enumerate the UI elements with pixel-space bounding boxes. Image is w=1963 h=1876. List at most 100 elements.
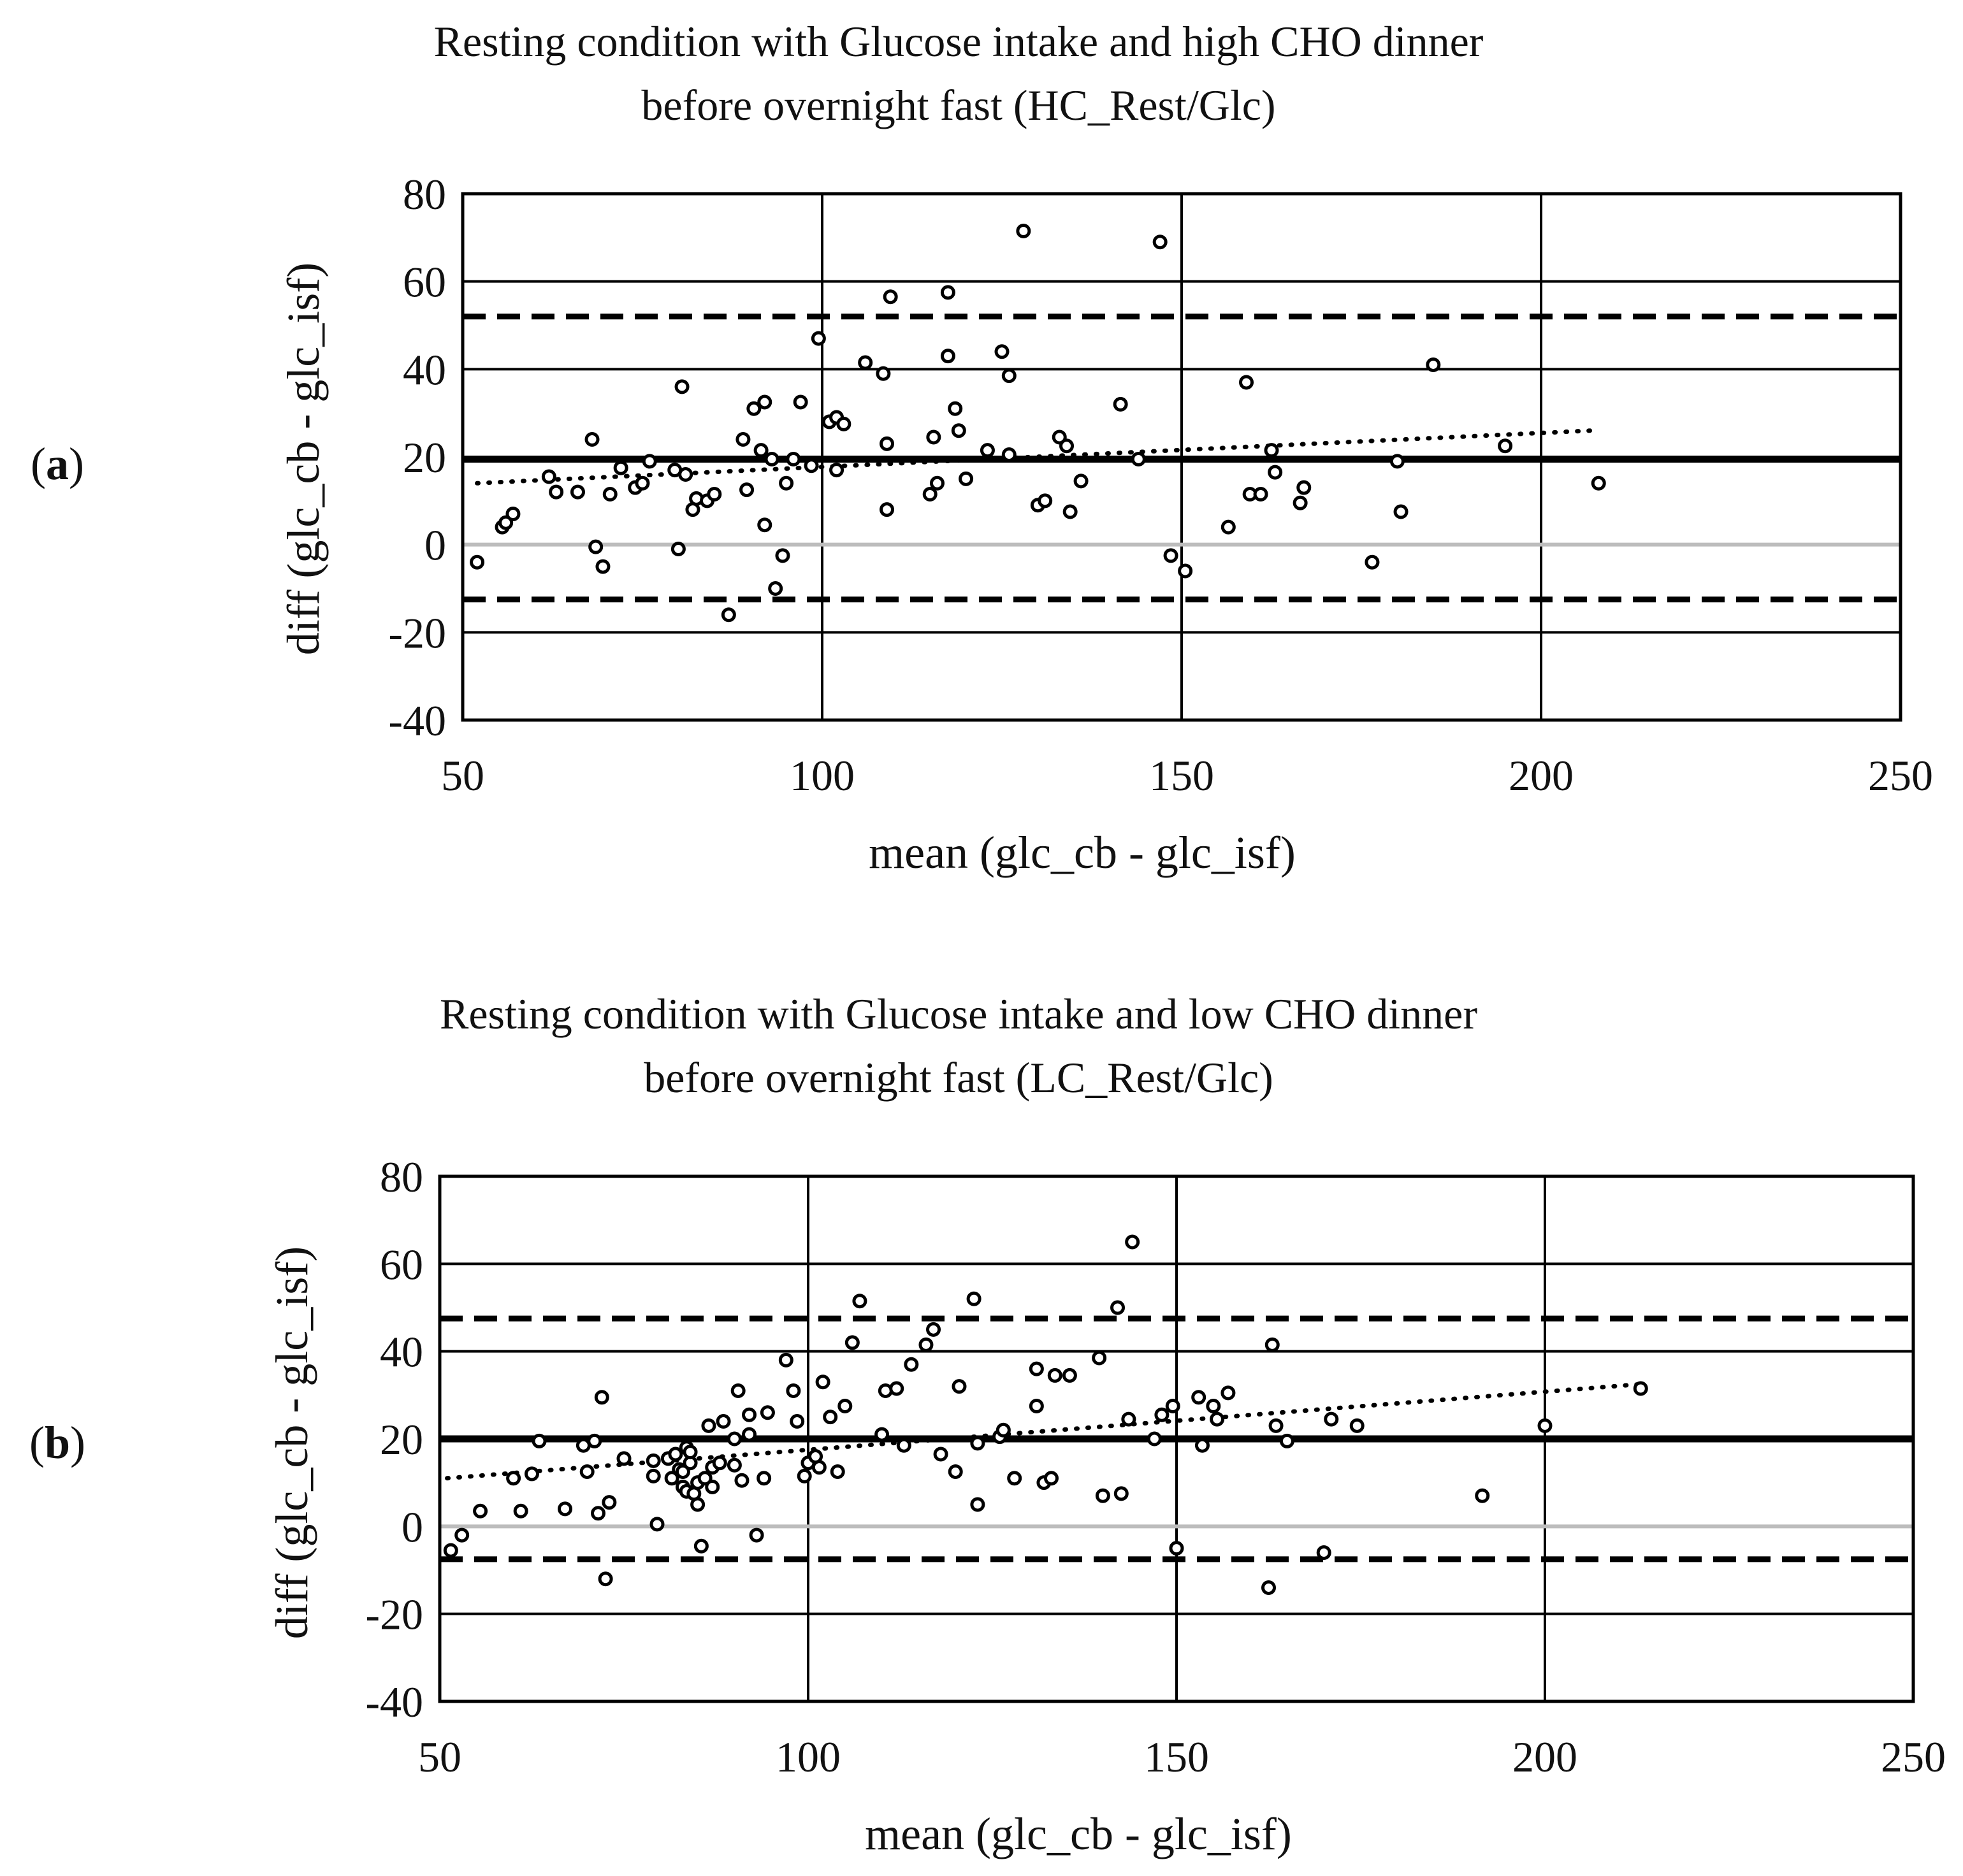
chart-a-data-point [584, 431, 600, 447]
chart-a-data-point [768, 581, 783, 596]
chart-b-trend-line [445, 1382, 1643, 1481]
chart-b-data-point [823, 1410, 838, 1425]
chart-a-title-line1: Resting condition with Glucose intake an… [434, 17, 1484, 66]
chart-a-xtick-label: 150 [1149, 751, 1214, 800]
chart-b-data-point [1349, 1418, 1365, 1433]
chart-b-xtick-label: 150 [1144, 1733, 1209, 1781]
chart-b-data-point [844, 1335, 860, 1350]
chart-a-data-point [678, 467, 693, 482]
chart-a-data-point [926, 429, 941, 445]
chart-b-title-line1: Resting condition with Glucose intake an… [440, 990, 1477, 1038]
chart-a-data-point [1001, 368, 1017, 384]
chart-a-data-point [1152, 234, 1168, 250]
chart-a-data-point [940, 349, 955, 364]
chart-a-data-point [929, 475, 945, 491]
chart-b-data-point [837, 1399, 853, 1413]
chart-b-ytick-label: 40 [380, 1328, 423, 1376]
chart-b-data-point [1062, 1367, 1077, 1383]
chart-b-data-point [1113, 1486, 1129, 1501]
chart-b-data-point [1092, 1350, 1107, 1366]
chart-b-data-point [889, 1381, 904, 1396]
chart-b-data-point [933, 1447, 948, 1462]
chart-b-data-point [797, 1468, 812, 1483]
chart-b-data-point [815, 1375, 830, 1390]
chart-b-data-point [1154, 1407, 1170, 1422]
chart-a-data-point [1426, 357, 1441, 372]
chart-b-data-point [675, 1464, 690, 1479]
chart-b-data-point [712, 1455, 727, 1471]
chart-a-data-point [595, 559, 611, 574]
chart-a-data-point [858, 355, 873, 370]
chart-a-panel-label: (a) [31, 438, 84, 489]
chart-a-plot-frame [461, 192, 1902, 722]
chart-b-data-point [683, 1445, 698, 1460]
chart-b-ytick-label: -20 [365, 1591, 423, 1639]
chart-b-data-point [690, 1497, 706, 1512]
chart-b-data-point [1165, 1399, 1180, 1413]
chart-a-data-point [1268, 465, 1283, 480]
chart-b-data-point [454, 1527, 470, 1543]
chart-a-data-point [980, 443, 995, 458]
chart-a-data-point [746, 401, 762, 416]
chart-b-data-point [1047, 1367, 1062, 1383]
chart-a-data-point [1001, 447, 1017, 463]
chart-b-data-point [1537, 1418, 1553, 1433]
chart-b-data-point [727, 1457, 742, 1473]
chart-b-plot-frame [438, 1174, 1915, 1703]
chart-a-data-point [829, 463, 844, 478]
chart-b: Resting condition with Glucose intake an… [29, 990, 1946, 1859]
chart-b-data-point [727, 1431, 742, 1447]
chart-a: Resting condition with Glucose intake an… [31, 17, 1933, 878]
chart-b-data-point [716, 1414, 731, 1429]
chart-a-data-point [793, 394, 808, 410]
chart-a-data-point [948, 401, 963, 416]
chart-a-data-point [1296, 480, 1312, 495]
chart-a-data-point [670, 542, 686, 557]
chart-b-data-point [1007, 1471, 1022, 1486]
chart-a-data-point [1393, 504, 1409, 519]
chart-b-data-point [1169, 1541, 1184, 1556]
chart-a-trend-line [475, 428, 1594, 486]
chart-b-data-point [646, 1453, 661, 1468]
chart-b-xtick-label: 50 [418, 1733, 461, 1781]
chart-a-data-point [470, 554, 485, 570]
chart-a-plot: -40 -20 0 20 40 60 80 50 100 150 200 250 [388, 170, 1933, 800]
chart-a-data-point [1498, 438, 1513, 454]
chart-a-data-point [959, 471, 974, 486]
chart-a-ytick-label: 40 [403, 345, 446, 394]
chart-b-data-point [1633, 1381, 1648, 1396]
chart-b-data-point [734, 1473, 750, 1488]
chart-a-ytick-label: 0 [424, 521, 446, 570]
chart-b-data-point [1029, 1399, 1044, 1413]
chart-b-plot: -40 -20 0 20 40 60 80 50 100 150 200 250 [365, 1153, 1946, 1781]
chart-b-data-point [918, 1337, 934, 1352]
chart-b-data-point [1147, 1431, 1162, 1447]
chart-a-data-point [1365, 554, 1380, 570]
chart-b-data-point [811, 1460, 827, 1475]
chart-b-title-line2: before overnight fast (LC_Rest/Glc) [644, 1053, 1273, 1102]
chart-a-data-point [880, 436, 895, 451]
chart-a-data-point [786, 451, 801, 466]
chart-b-data-point [730, 1383, 746, 1398]
chart-a-data-point [811, 331, 826, 346]
chart-a-data-point [505, 506, 521, 521]
chart-b-data-point [948, 1464, 963, 1479]
chart-a-data-point [1239, 375, 1254, 390]
chart-b-xtick-label: 100 [776, 1733, 841, 1781]
chart-b-xtick-label: 200 [1512, 1733, 1577, 1781]
chart-a-title-line2: before overnight fast (HC_Rest/Glc) [641, 81, 1275, 129]
chart-b-data-point [1221, 1385, 1236, 1401]
chart-a-data-point [940, 285, 955, 300]
chart-b-data-point [1029, 1361, 1044, 1376]
chart-b-data-point [830, 1464, 845, 1479]
chart-b-data-point [513, 1503, 528, 1519]
chart-a-data-point [1131, 451, 1146, 466]
chart-a-data-point [721, 607, 736, 623]
chart-a-data-point [735, 431, 751, 447]
chart-a-data-point [635, 475, 650, 491]
chart-a-data-point [1178, 563, 1193, 579]
chart-a-data-point [1163, 548, 1178, 563]
chart-b-data-point [742, 1427, 757, 1442]
chart-b-data-point [778, 1352, 793, 1367]
